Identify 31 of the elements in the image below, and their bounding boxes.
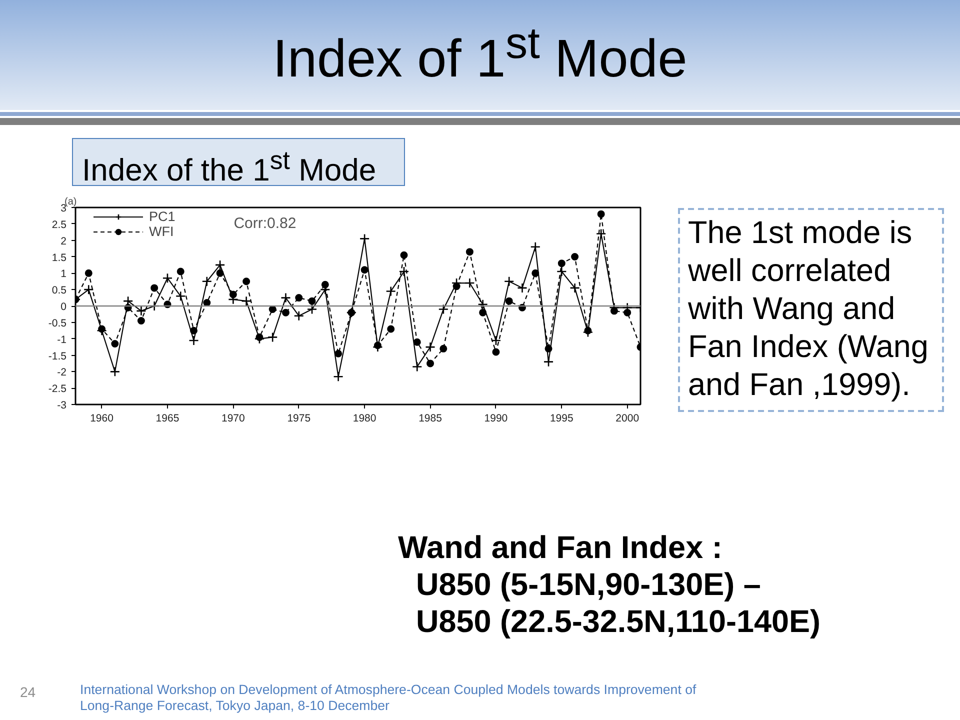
x-tick-label: 2000 xyxy=(616,412,640,424)
text: 24 xyxy=(19,683,36,702)
y-tick-label: 0 xyxy=(60,301,67,313)
x-tick-label: 1990 xyxy=(484,412,508,424)
text: International Workshop on Development of Atmosphere-Ocean Coupled Models towards Improvement of Long-Range Forecast, Tokyo Japan, 8-10 December xyxy=(80,681,698,714)
text: Wand and Fan Index : U850 (5-15N,90-130E) – U850 (22.5-32.5N,110-140E) xyxy=(398,529,821,640)
x-tick-label: 1985 xyxy=(418,412,442,424)
x-tick-label: 1980 xyxy=(352,412,376,424)
legend-label: PC1 xyxy=(149,209,176,224)
text: The 1st mode is well correlated with Wang and Fan Index (Wang and Fan ,1999). xyxy=(678,208,944,412)
y-tick-label: 2.5 xyxy=(52,218,67,231)
chart-title: Index of 1$^{st}$ Mode xyxy=(272,18,688,91)
x-tick-label: 1970 xyxy=(221,412,246,424)
y-tick-label: 0.5 xyxy=(52,284,67,297)
y-tick-label: -2.5 xyxy=(48,383,67,396)
y-tick-label: -2 xyxy=(57,366,67,379)
x-tick-label: 1960 xyxy=(90,412,114,424)
annotation: Corr:0.82 xyxy=(234,215,296,232)
y-tick-label: -1.5 xyxy=(48,350,67,362)
legend-label: WFI xyxy=(149,224,174,239)
x-tick-label: 1995 xyxy=(550,412,574,424)
y-tick-label: 1.5 xyxy=(52,252,67,264)
y-tick-label: -1 xyxy=(57,334,67,346)
x-tick-label: 1965 xyxy=(156,412,180,424)
annotation: (a) xyxy=(64,196,77,208)
x-tick-label: 1975 xyxy=(287,412,311,424)
y-tick-label: -3 xyxy=(57,400,67,412)
chart-subtitle: Index of the 1$^{st}$ Mode xyxy=(72,138,405,188)
y-tick-label: -0.5 xyxy=(48,317,67,330)
y-tick-label: 2 xyxy=(60,235,67,248)
y-tick-label: 1 xyxy=(60,268,67,280)
